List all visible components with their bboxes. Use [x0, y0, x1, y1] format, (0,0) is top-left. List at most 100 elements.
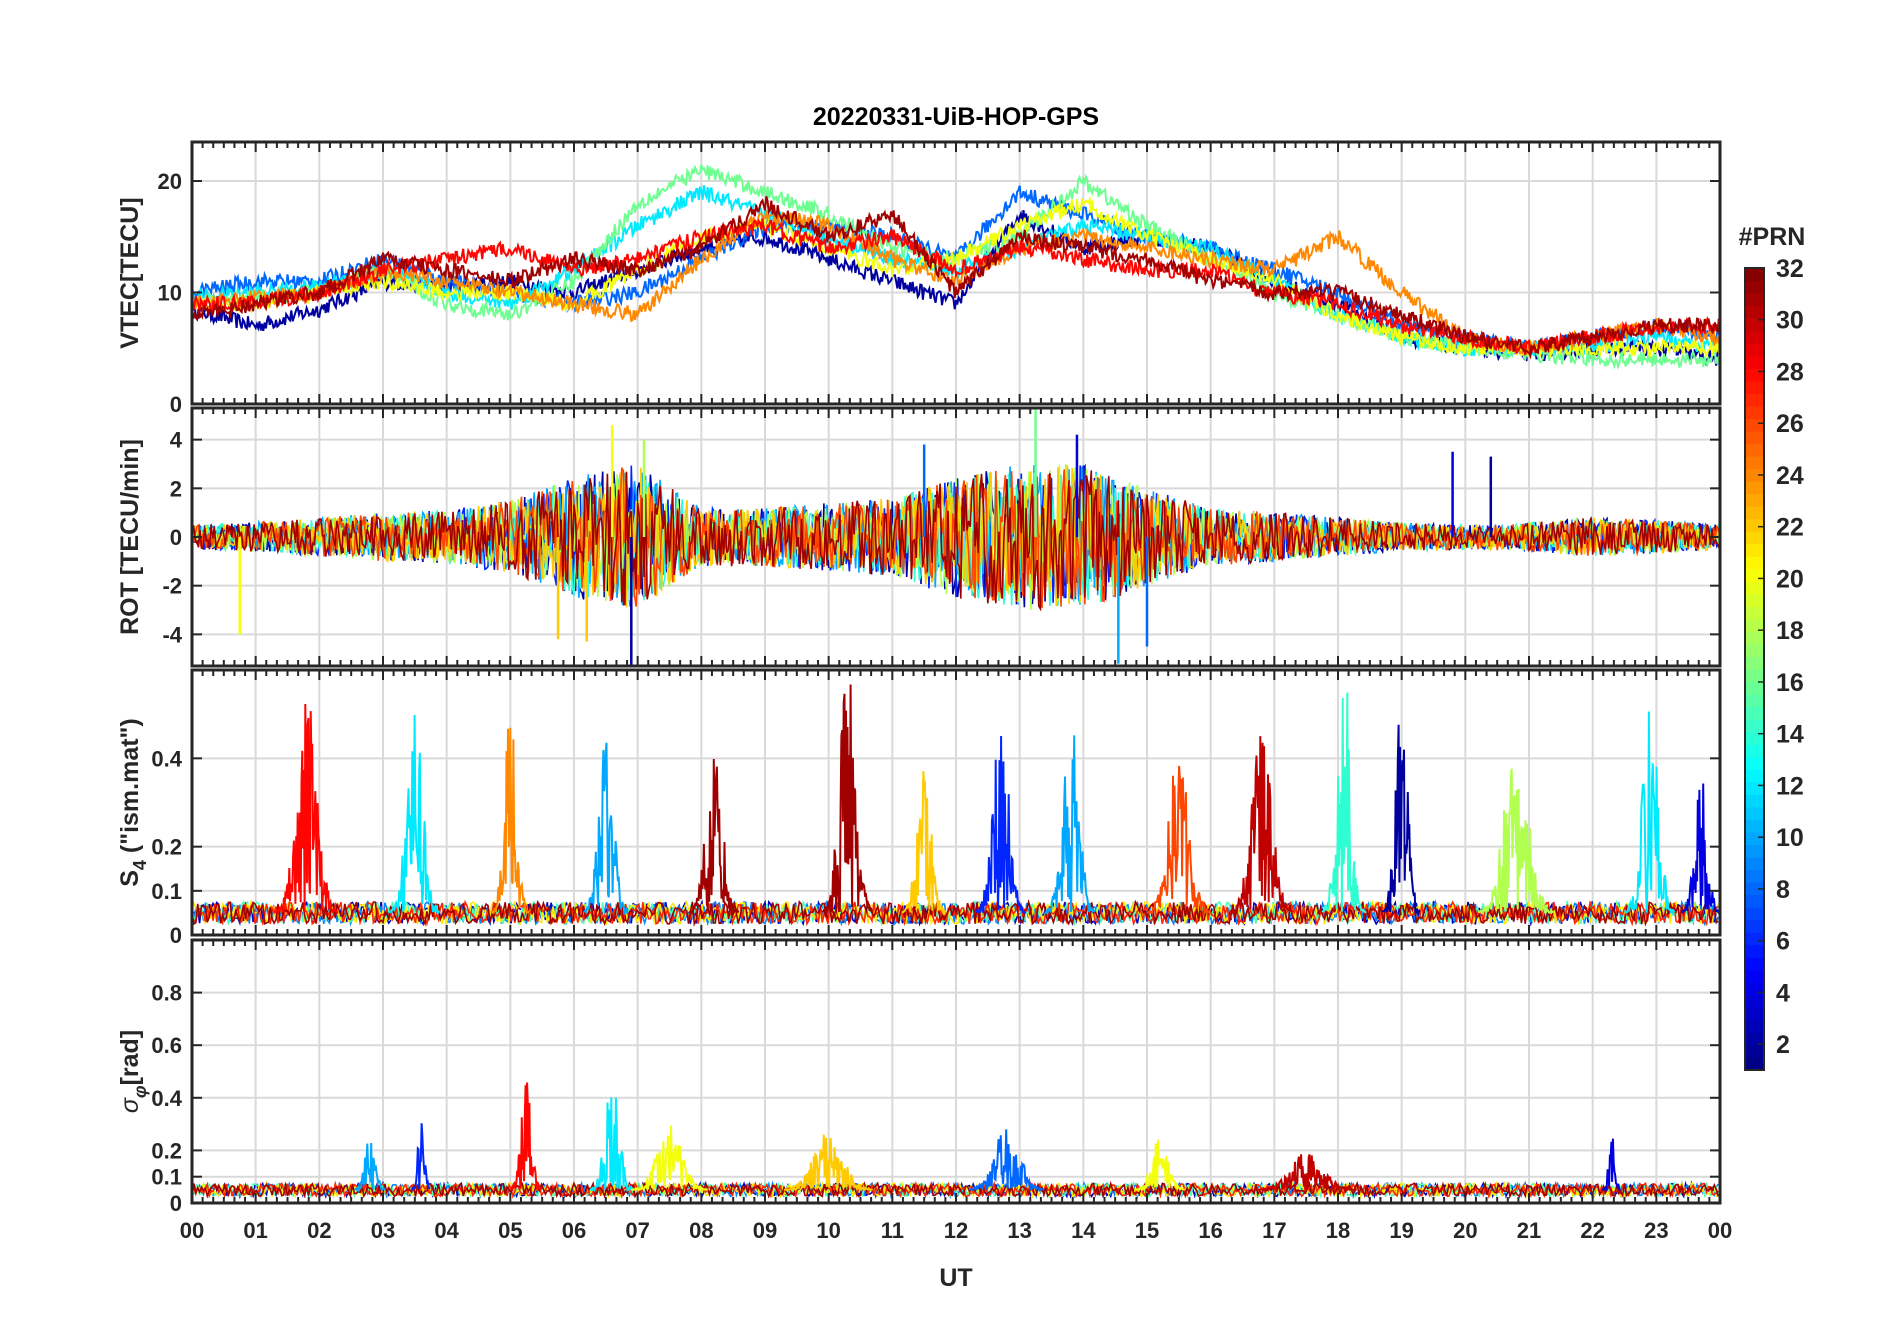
- colorbar-segment: [1745, 756, 1764, 770]
- x-tick-label: 09: [753, 1218, 777, 1243]
- colorbar-segment: [1745, 1019, 1764, 1034]
- colorbar-segment: [1745, 957, 1764, 971]
- colorbar-segment: [1745, 844, 1764, 858]
- colorbar-segment: [1745, 293, 1764, 307]
- series-line-prn-27: [192, 899, 1719, 927]
- colorbar-segment: [1745, 568, 1764, 582]
- colorbar-segment: [1745, 869, 1764, 883]
- colorbar-segment: [1745, 982, 1764, 996]
- series-line-prn-18: [192, 464, 1720, 610]
- burst-prn-12: [589, 1097, 635, 1193]
- x-tick-label: 15: [1135, 1218, 1159, 1243]
- panel-data: [192, 684, 1720, 928]
- colorbar-segment: [1745, 806, 1764, 820]
- colorbar-tick-label: 32: [1776, 255, 1804, 283]
- y-axis-label: ROT [TECU/min]: [116, 439, 144, 635]
- colorbar-segment: [1745, 330, 1764, 344]
- y-tick-label: 0: [170, 392, 182, 417]
- x-tick-label: 00: [1708, 1218, 1732, 1243]
- colorbar-segment: [1745, 932, 1764, 946]
- colorbar-segment: [1745, 1007, 1764, 1021]
- colorbar-tick-label: 30: [1776, 307, 1804, 335]
- burst-prn-28: [510, 1082, 543, 1192]
- colorbar-title: #PRN: [1739, 223, 1806, 251]
- colorbar-segment: [1745, 430, 1764, 445]
- colorbar-segment: [1745, 618, 1764, 633]
- colorbar-segment: [1745, 1044, 1764, 1059]
- burst-prn-20: [1134, 1139, 1185, 1193]
- colorbar-segment: [1745, 994, 1764, 1008]
- x-tick-label: 23: [1644, 1218, 1668, 1243]
- burst-prn-28: [274, 703, 339, 915]
- series-line-prn-31: [192, 470, 1720, 612]
- colorbar-tick-label: 22: [1776, 514, 1804, 542]
- x-tick-label: 05: [498, 1218, 522, 1243]
- colorbar-tick-label: 4: [1776, 979, 1790, 1007]
- burst-prn-22: [901, 771, 947, 915]
- x-tick-label: 19: [1389, 1218, 1413, 1243]
- colorbar-segment: [1745, 355, 1764, 369]
- colorbar-segment: [1745, 669, 1764, 683]
- panel-s4: 0 0.1 0.2 0.4S4 ("ism.mat"): [116, 668, 1722, 948]
- panel-ticks: [191, 142, 1721, 405]
- y-tick-label: 0.6: [151, 1033, 182, 1058]
- colorbar-tick-label: 10: [1776, 824, 1804, 852]
- panel-data: [192, 1082, 1719, 1200]
- burst-prn-12: [1623, 711, 1676, 916]
- colorbar-segment: [1745, 769, 1764, 783]
- colorbar-tick-label: 2: [1776, 1031, 1790, 1059]
- x-tick-label: 10: [816, 1218, 840, 1243]
- colorbar-tick-label: 14: [1776, 721, 1804, 749]
- x-tick-label: 06: [562, 1218, 586, 1243]
- colorbar-segment: [1745, 268, 1764, 282]
- colorbar-segment: [1745, 305, 1764, 319]
- burst-prn-10: [583, 742, 629, 916]
- colorbar-segment: [1745, 794, 1764, 808]
- y-tick-label: 0: [170, 923, 182, 948]
- colorbar-segment: [1745, 643, 1764, 658]
- y-tick-label: 0.1: [151, 879, 182, 904]
- colorbar-segment: [1745, 681, 1764, 695]
- colorbar-segment: [1745, 907, 1764, 921]
- panel-ticks: [191, 940, 1721, 1204]
- colorbar-segment: [1745, 656, 1764, 670]
- panel-data: [192, 408, 1720, 666]
- colorbar-segment: [1745, 518, 1764, 532]
- y-tick-label: 20: [158, 169, 182, 194]
- burst-prn-6: [410, 1123, 431, 1191]
- colorbar-tick-label: 28: [1776, 358, 1804, 386]
- burst-prn-31: [688, 758, 740, 916]
- burst-prn-2: [1381, 724, 1421, 914]
- panel-ticks: [191, 670, 1721, 936]
- colorbar-segment: [1745, 969, 1764, 983]
- colorbar-tick-label: 24: [1776, 462, 1804, 490]
- burst-prn-8: [968, 1129, 1045, 1192]
- panel-data: [192, 164, 1720, 370]
- x-tick-label: 11: [881, 1218, 904, 1243]
- burst-prn-24: [490, 727, 530, 915]
- burst-prn-22: [783, 1134, 873, 1192]
- colorbar-segment: [1745, 455, 1764, 470]
- colorbar-segment: [1745, 343, 1764, 357]
- burst-prn-10: [354, 1142, 386, 1194]
- colorbar-segment: [1745, 944, 1764, 958]
- colorbar-segment: [1745, 919, 1764, 933]
- colorbar-segment: [1745, 1032, 1764, 1046]
- y-tick-label: 10: [158, 281, 182, 306]
- y-axis-label: σφ[rad]: [116, 1030, 150, 1113]
- colorbar-segment: [1745, 556, 1764, 570]
- colorbar-segment: [1745, 694, 1764, 708]
- x-tick-label: 20: [1453, 1218, 1477, 1243]
- series-line-prn-31: [192, 898, 1719, 927]
- x-tick-label: 08: [689, 1218, 713, 1243]
- burst-prn-12: [388, 714, 440, 915]
- colorbar-segment: [1745, 856, 1764, 871]
- burst-prn-4: [1601, 1138, 1622, 1193]
- panel-grid: [191, 940, 1721, 1204]
- y-tick-label: 0: [170, 525, 182, 550]
- colorbar-segment: [1745, 318, 1764, 332]
- burst-prn-6: [974, 735, 1027, 914]
